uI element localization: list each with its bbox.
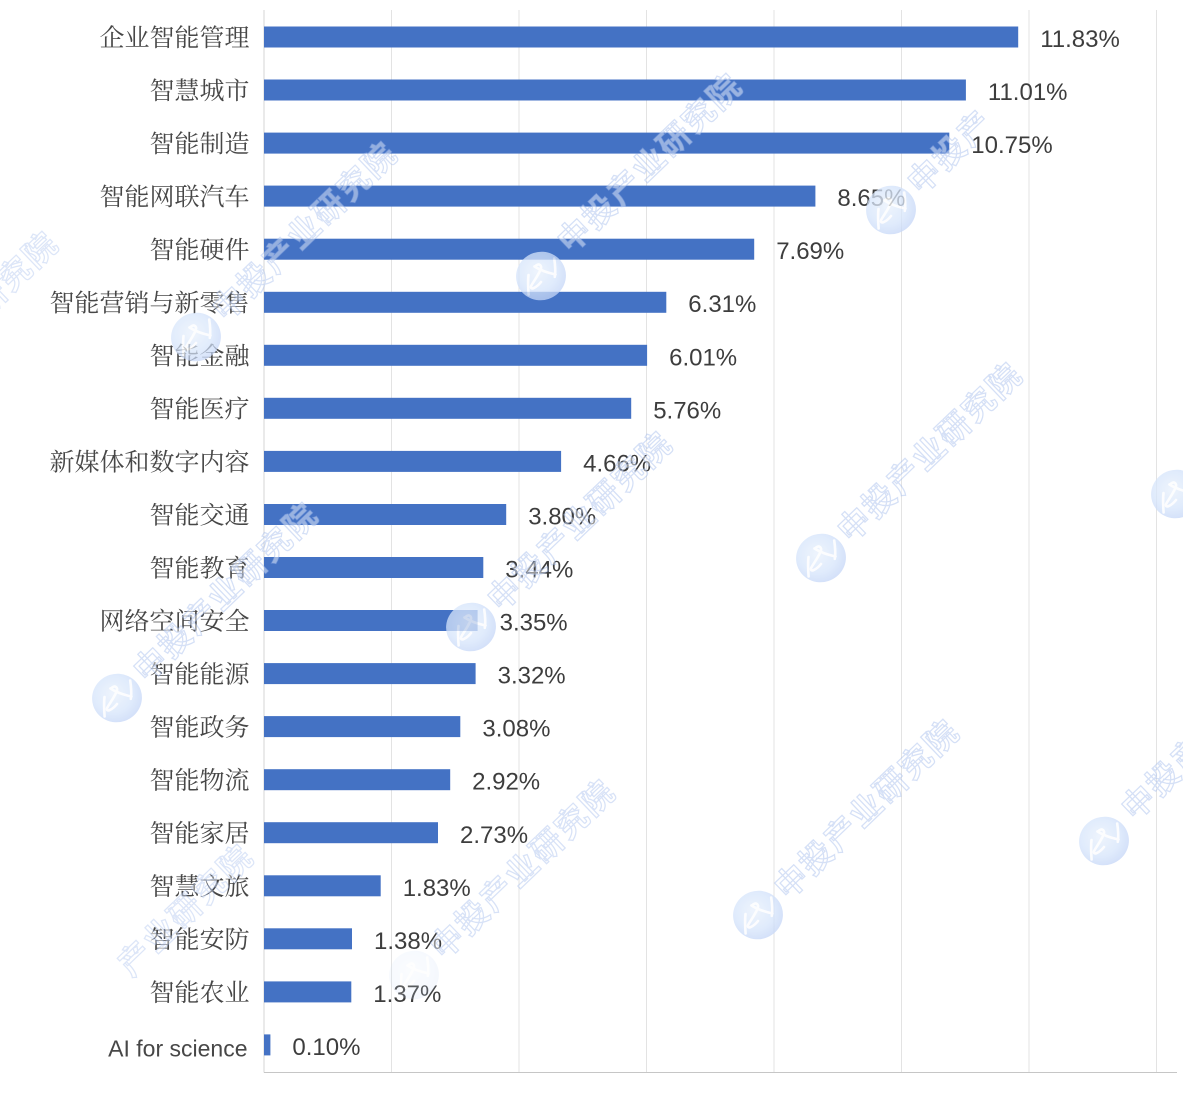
svg-text:5.76%: 5.76% — [653, 397, 721, 424]
svg-text:3.08%: 3.08% — [482, 716, 550, 743]
svg-text:2.73%: 2.73% — [460, 822, 528, 849]
svg-text:1.38%: 1.38% — [374, 928, 442, 955]
svg-text:3.35%: 3.35% — [500, 610, 568, 637]
svg-text:3.32%: 3.32% — [498, 663, 566, 690]
svg-text:1.83%: 1.83% — [403, 875, 471, 902]
svg-text:2.92%: 2.92% — [472, 769, 540, 796]
svg-text:10.75%: 10.75% — [971, 132, 1052, 159]
svg-text:11.01%: 11.01% — [988, 79, 1068, 106]
svg-text:7.69%: 7.69% — [776, 238, 844, 265]
svg-text:0.10%: 0.10% — [292, 1034, 360, 1061]
svg-text:AI for science: AI for science — [108, 1036, 247, 1062]
svg-text:6.01%: 6.01% — [669, 344, 737, 371]
svg-text:11.83%: 11.83% — [1040, 26, 1120, 53]
svg-text:6.31%: 6.31% — [688, 291, 756, 318]
